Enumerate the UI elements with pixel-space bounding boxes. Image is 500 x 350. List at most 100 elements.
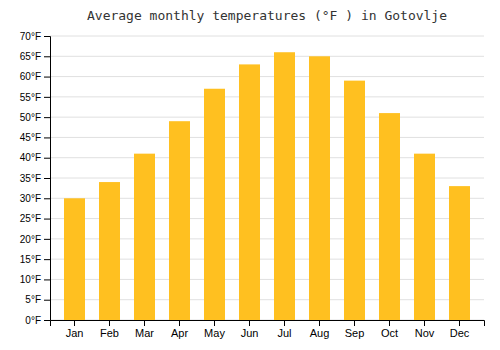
y-tick-label: 45°F <box>20 132 41 143</box>
y-tick: 70°F <box>20 31 50 42</box>
y-tick: 0°F <box>25 315 50 326</box>
x-tick-label: Dec <box>450 327 470 339</box>
y-tick: 40°F <box>20 152 50 163</box>
bar <box>169 121 190 320</box>
grid-line <box>50 96 484 97</box>
x-tick-label: Nov <box>415 327 435 339</box>
x-tick-mark <box>214 320 215 326</box>
y-tick-label: 60°F <box>20 71 41 82</box>
y-tick: 45°F <box>20 132 50 143</box>
x-tick: Dec <box>450 320 470 339</box>
grid-line <box>50 76 484 77</box>
y-tick: 55°F <box>20 92 50 103</box>
y-tick: 10°F <box>20 274 50 285</box>
y-tick: 35°F <box>20 173 50 184</box>
y-tick: 5°F <box>25 294 50 305</box>
y-tick-mark <box>44 97 50 98</box>
bars <box>64 52 470 320</box>
bar <box>414 154 435 320</box>
y-tick-mark <box>44 117 50 118</box>
y-tick: 25°F <box>20 213 50 224</box>
y-tick: 30°F <box>20 193 50 204</box>
x-tick-label: May <box>204 327 225 339</box>
x-tick-label: Jun <box>241 327 259 339</box>
x-tick: Aug <box>310 320 330 339</box>
y-tick-mark <box>44 239 50 240</box>
bar <box>344 81 365 320</box>
x-tick: Apr <box>171 320 188 339</box>
x-tick: Feb <box>100 320 119 339</box>
grid-line <box>50 137 484 138</box>
x-tick-label: Mar <box>135 327 154 339</box>
grid-line <box>50 117 484 118</box>
x-tick-mark <box>144 320 145 326</box>
y-tick-mark <box>44 300 50 301</box>
y-tick-mark <box>44 279 50 280</box>
x-tick-mark <box>424 320 425 326</box>
bar <box>99 182 120 320</box>
x-tick-label: Apr <box>171 327 188 339</box>
y-tick-mark <box>44 137 50 138</box>
x-tick-mark <box>389 320 390 326</box>
x-axis: Jan Feb Mar Apr May Jun Jul Aug Sep Oct Nov Dec <box>51 320 485 339</box>
y-tick-mark <box>44 178 50 179</box>
bar <box>274 52 295 320</box>
x-tick: Mar <box>135 320 154 339</box>
y-tick-label: 55°F <box>20 92 41 103</box>
y-tick-label: 25°F <box>20 213 41 224</box>
y-tick-label: 5°F <box>25 294 41 305</box>
y-tick: 15°F <box>20 254 50 265</box>
title: Average monthly temperatures (°F ) in Go… <box>87 8 447 23</box>
y-tick-label: 15°F <box>20 254 41 265</box>
x-tick-mark <box>319 320 320 326</box>
y-tick-label: 10°F <box>20 274 41 285</box>
y-tick-label: 35°F <box>20 173 41 184</box>
x-tick-label: Aug <box>310 327 330 339</box>
y-axis-line <box>44 37 51 321</box>
x-tick-label: Oct <box>381 327 398 339</box>
y-tick-mark <box>44 259 50 260</box>
x-tick-mark <box>109 320 110 326</box>
bar <box>379 113 400 320</box>
x-tick-label: Jul <box>277 327 291 339</box>
y-tick-mark <box>44 77 50 78</box>
x-tick-mark <box>354 320 355 326</box>
x-tick: Jun <box>241 320 259 339</box>
x-tick: Jan <box>66 320 84 339</box>
x-tick-label: Sep <box>345 327 365 339</box>
grid <box>50 36 484 320</box>
y-tick-label: 70°F <box>20 31 41 42</box>
y-tick-label: 65°F <box>20 51 41 62</box>
y-axis: 0°F 5°F 10°F 15°F 20°F 25°F 30°F 35°F 40°F 45°F 50… <box>20 31 51 326</box>
y-tick-label: 30°F <box>20 193 41 204</box>
plot: Jan Feb Mar Apr May Jun Jul Aug Sep Oct Nov Dec 0°F 5… <box>20 31 485 339</box>
y-tick-mark <box>44 198 50 199</box>
y-tick-mark <box>44 320 50 321</box>
bar <box>64 198 85 320</box>
y-tick-label: 50°F <box>20 112 41 123</box>
x-tick: Jul <box>277 320 291 339</box>
y-tick-mark <box>44 158 50 159</box>
y-tick: 50°F <box>20 112 50 123</box>
x-tick: Oct <box>381 320 398 339</box>
x-axis-line <box>51 321 485 327</box>
x-tick-mark <box>459 320 460 326</box>
bar <box>239 64 260 320</box>
chart: Jan Feb Mar Apr May Jun Jul Aug Sep Oct Nov Dec 0°F 5… <box>0 0 500 350</box>
x-tick: May <box>204 320 225 339</box>
y-tick: 20°F <box>20 234 50 245</box>
bar <box>309 56 330 320</box>
x-tick-mark <box>74 320 75 326</box>
bar <box>134 154 155 320</box>
y-tick-mark <box>44 36 50 37</box>
y-tick: 60°F <box>20 71 50 82</box>
x-tick-label: Jan <box>66 327 84 339</box>
bar <box>204 89 225 320</box>
y-tick-label: 20°F <box>20 234 41 245</box>
y-tick-label: 0°F <box>25 315 41 326</box>
x-tick: Nov <box>415 320 435 339</box>
y-tick: 65°F <box>20 51 50 62</box>
grid-line <box>50 36 484 37</box>
x-tick-mark <box>284 320 285 326</box>
y-tick-mark <box>44 219 50 220</box>
